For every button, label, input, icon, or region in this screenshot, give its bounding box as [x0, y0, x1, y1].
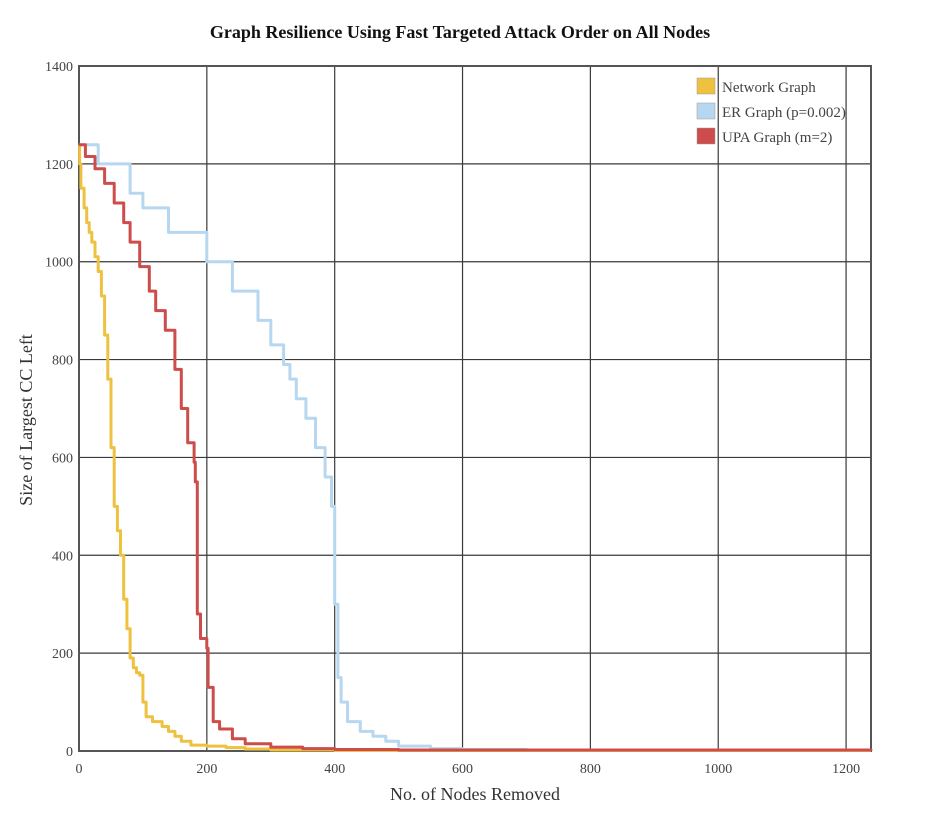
y-tick-label: 800 [52, 354, 73, 369]
x-tick-label: 800 [580, 762, 601, 777]
legend: Network Graph ER Graph (p=0.002) UPA Graph… [696, 77, 846, 146]
chart-title: Graph Resilience Using Fast Targeted Att… [210, 22, 710, 42]
x-tick-label: 400 [324, 762, 345, 777]
y-tick-label: 200 [52, 647, 73, 662]
legend-swatch [696, 77, 716, 95]
series-line-1 [79, 143, 871, 752]
x-tick-label: 600 [452, 762, 473, 777]
tick-labels: 0 200 400 600 800 1000 1200 0 200 400 600 800 1000 12… [45, 60, 860, 777]
legend-swatch [696, 102, 716, 120]
legend-label: ER Graph (p=0.002) [722, 105, 846, 121]
y-tick-label: 600 [52, 451, 73, 466]
series-line-0 [78, 143, 871, 752]
y-tick-label: 400 [52, 549, 73, 564]
y-tick-label: 1000 [45, 256, 73, 271]
plot-frame [78, 65, 872, 752]
legend-swatch [696, 127, 716, 145]
legend-label: Network Graph [722, 80, 816, 96]
y-axis-label: Size of Largest CC Left [16, 334, 36, 506]
grid [79, 66, 871, 751]
x-tick-label: 1200 [832, 762, 860, 777]
series-layer [78, 143, 873, 752]
y-tick-label: 1400 [45, 60, 73, 75]
y-tick-label: 0 [66, 745, 73, 760]
y-tick-label: 1200 [45, 158, 73, 173]
x-tick-label: 0 [76, 762, 83, 777]
x-axis-label: No. of Nodes Removed [390, 784, 560, 804]
series-line-2 [79, 143, 873, 752]
x-tick-label: 1000 [704, 762, 732, 777]
x-tick-label: 200 [196, 762, 217, 777]
legend-label: UPA Graph (m=2) [722, 130, 832, 146]
